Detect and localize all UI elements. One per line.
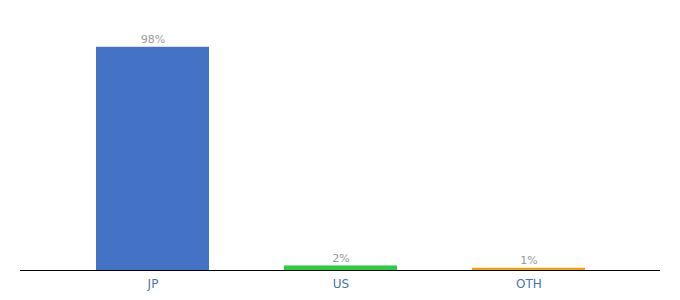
svg-text:98%: 98% — [141, 33, 165, 46]
svg-text:2%: 2% — [332, 252, 349, 265]
svg-text:US: US — [333, 277, 349, 291]
svg-text:OTH: OTH — [516, 277, 542, 291]
svg-text:JP: JP — [147, 277, 159, 291]
svg-text:1%: 1% — [520, 254, 537, 267]
